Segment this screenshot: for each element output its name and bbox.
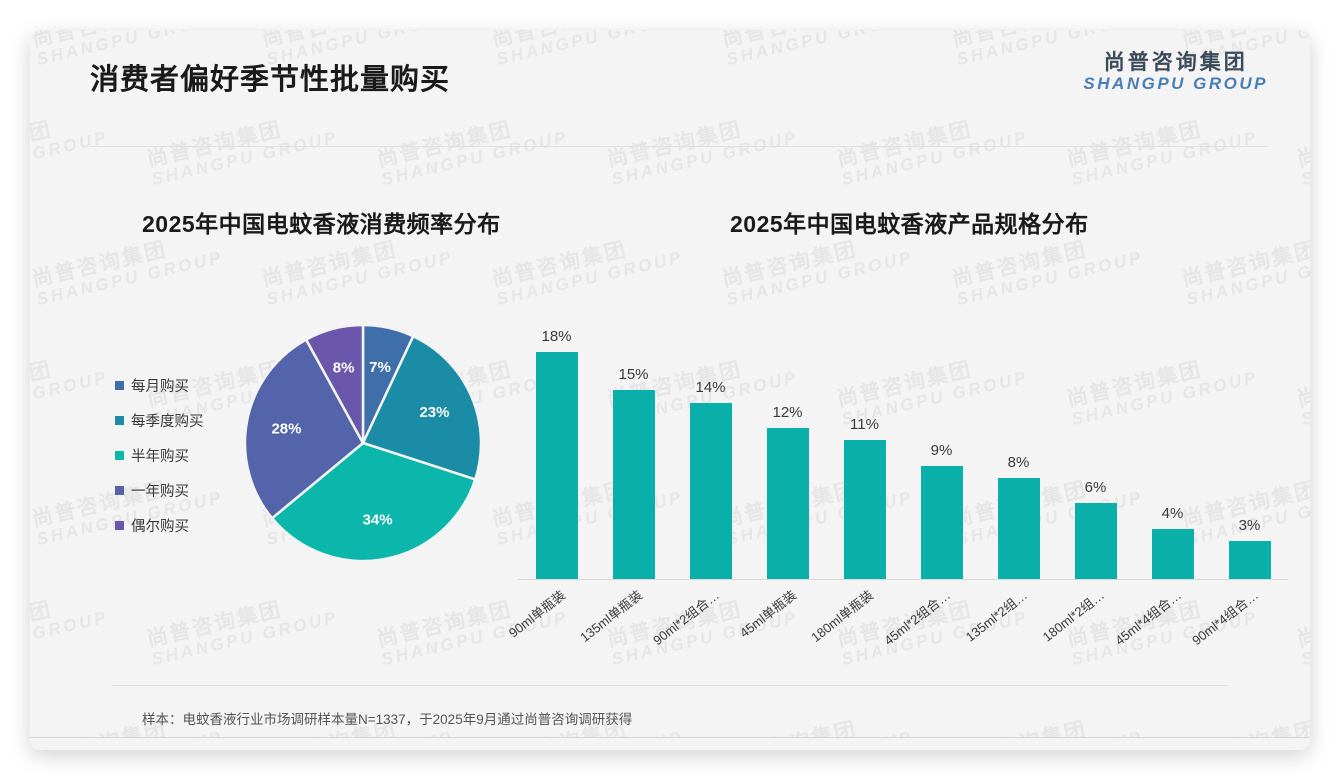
logo-chinese-text: 尚普咨询集团 [1103, 51, 1248, 74]
charts-area: 2025年中国电蚊香液消费频率分布 2025年中国电蚊香液产品规格分布 每月购买… [30, 30, 1310, 750]
bar-value-label: 4% [1161, 504, 1184, 522]
pie-slice-value: 34% [363, 512, 393, 529]
header-divider [90, 146, 1268, 147]
bar-chart-title: 2025年中国电蚊香液产品规格分布 [730, 211, 1089, 237]
bar-rect[interactable] [997, 478, 1040, 579]
bar-column[interactable]: 4% [1134, 307, 1211, 579]
bar-rect[interactable] [1228, 541, 1271, 579]
bar-label-cell: 90ml*4组合… [1189, 581, 1288, 661]
bar-category-labels: 90ml单瓶装 135ml单瓶装 90ml*2组合… 45ml单瓶装 180ml单瓶装 4… [505, 581, 1288, 661]
bar-column[interactable]: 8% [980, 307, 1057, 579]
bar-label-cell: 180ml*2组… [1039, 581, 1134, 661]
legend-color-swatch [115, 416, 124, 425]
bar-rect[interactable] [766, 427, 809, 579]
pie-legend: 每月购买每季度购买半年购买一年购买偶尔购买 [115, 368, 240, 543]
bar-label-cell: 45ml*4组合… [1112, 581, 1211, 661]
bar-baseline-axis [518, 579, 1288, 580]
pie-slice-value: 7% [369, 359, 391, 376]
bar-column[interactable]: 15% [595, 307, 672, 579]
bar-value-label: 3% [1238, 517, 1261, 535]
pie-chart: 每月购买每季度购买半年购买一年购买偶尔购买 7% 23% 34% 28% 8% [90, 280, 530, 610]
bar-label-cell: 90ml单瓶装 [505, 581, 595, 661]
bar-rect[interactable] [612, 390, 655, 579]
legend-label: 每季度购买 [131, 414, 204, 430]
logo-english-text: SHANGPU GROUP [1083, 73, 1268, 93]
brand-logo: 尚普咨询集团 SHANGPU GROUP [1083, 51, 1268, 93]
bar-rect[interactable] [535, 352, 578, 579]
bar-rect[interactable] [1074, 503, 1117, 579]
pie-slice-value: 28% [271, 420, 301, 437]
bar-column[interactable]: 12% [749, 307, 826, 579]
page-title: 消费者偏好季节性批量购买 [90, 64, 451, 96]
footnote-divider [112, 685, 1228, 686]
legend-color-swatch [115, 451, 124, 460]
bar-rect[interactable] [689, 402, 732, 579]
pie-slice-value: 23% [419, 404, 449, 421]
pie-slice[interactable] [361, 334, 483, 482]
bar-value-label: 6% [1084, 479, 1107, 497]
legend-color-swatch [115, 486, 124, 495]
pie-slice[interactable] [270, 441, 477, 563]
legend-label: 半年购买 [131, 449, 189, 465]
legend-color-swatch [115, 521, 124, 530]
bar-column[interactable]: 14% [672, 307, 749, 579]
bar-value-label: 15% [618, 366, 649, 383]
slide-footer: ©2025.11 SHANGPU GROUP www.shangpu-china… [30, 738, 1310, 750]
sample-footnote: 样本：电蚊香液行业市场调研样本量N=1337，于2025年9月通过尚普咨询调研获… [142, 712, 633, 727]
slide-header: 消费者偏好季节性批量购买 尚普咨询集团 SHANGPU GROUP [30, 30, 1310, 122]
pie-legend-item[interactable]: 偶尔购买 [115, 508, 240, 543]
bar-label-cell: 180ml单瓶装 [808, 581, 903, 661]
pie-slice[interactable] [304, 323, 365, 444]
bar-label-cell: 45ml单瓶装 [736, 581, 826, 661]
bar-rect[interactable] [1151, 528, 1194, 579]
bar-value-label: 12% [772, 403, 803, 421]
bar-chart: 18% 15% 14% 12% 11% 9% 8% 6% 4% 3% 90ml单瓶装 135ml单瓶… [505, 280, 1288, 648]
bar-column[interactable]: 11% [826, 307, 903, 579]
bar-series: 18% 15% 14% 12% 11% 9% 8% 6% 4% 3% [518, 307, 1288, 579]
bar-label-cell: 135ml单瓶装 [577, 581, 672, 661]
footer-divider [30, 737, 1310, 738]
pie-legend-item[interactable]: 每月购买 [115, 368, 240, 403]
pie-legend-item[interactable]: 每季度购买 [115, 403, 240, 438]
legend-color-swatch [115, 381, 124, 390]
bar-column[interactable]: 18% [518, 307, 595, 579]
bar-value-label: 11% [850, 416, 879, 434]
pie-slice-value: 8% [333, 360, 355, 377]
pie-chart-svg: 7% 23% 34% 28% 8% [243, 323, 483, 563]
bar-column[interactable]: 9% [903, 307, 980, 579]
bar-value-label: 9% [930, 441, 953, 459]
pie-slice[interactable] [243, 337, 365, 520]
bar-label-cell: 90ml*2组合… [650, 581, 749, 661]
pie-chart-title: 2025年中国电蚊香液消费频率分布 [142, 211, 501, 237]
bar-value-label: 18% [541, 328, 572, 346]
legend-label: 每月购买 [131, 379, 189, 395]
pie-legend-item[interactable]: 一年购买 [115, 473, 240, 508]
bar-label-cell: 135ml*2组… [962, 581, 1057, 661]
bar-label-cell: 45ml*2组合… [881, 581, 980, 661]
bar-column[interactable]: 6% [1057, 307, 1134, 579]
pie-legend-item[interactable]: 半年购买 [115, 438, 240, 473]
bar-rect[interactable] [920, 465, 963, 579]
bar-column[interactable]: 3% [1211, 307, 1288, 579]
bar-value-label: 14% [695, 378, 726, 396]
bar-value-label: 8% [1007, 454, 1030, 472]
legend-label: 一年购买 [131, 484, 189, 500]
bar-rect[interactable] [843, 440, 886, 579]
legend-label: 偶尔购买 [131, 519, 189, 535]
